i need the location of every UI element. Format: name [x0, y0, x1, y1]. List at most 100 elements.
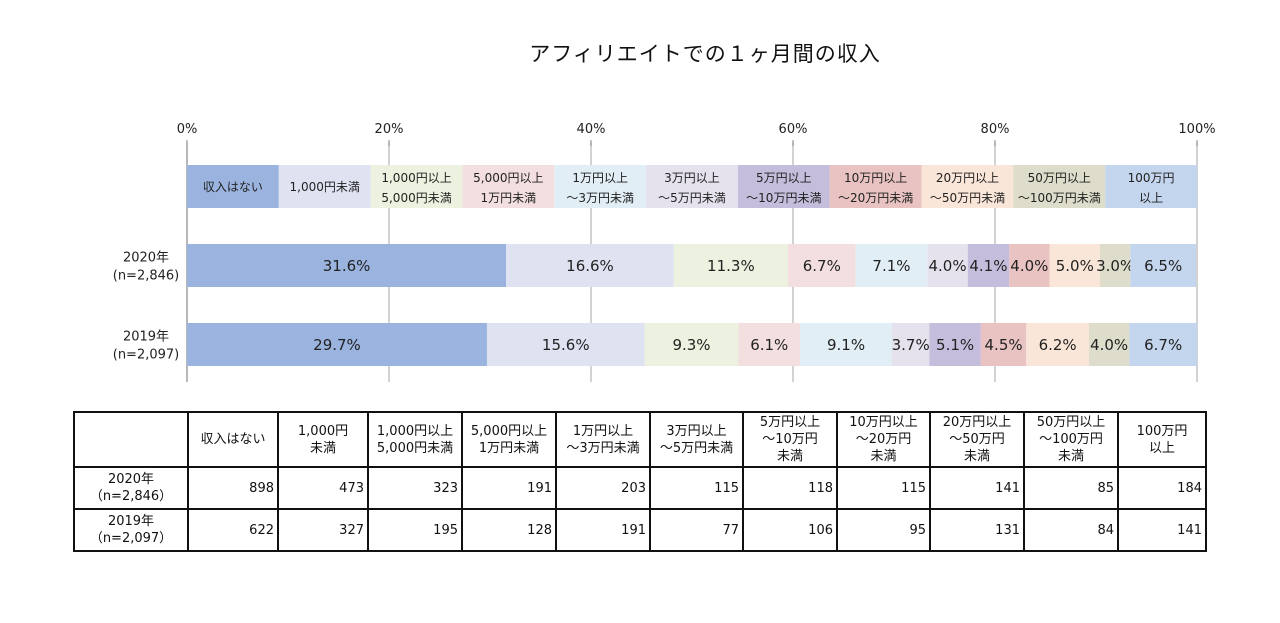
table-cell: 84 — [1023, 508, 1119, 552]
data-label: 4.0% — [1090, 336, 1128, 354]
table-cell: 118 — [742, 466, 838, 510]
table-cell: 622 — [187, 508, 279, 552]
bar-segment — [787, 244, 856, 287]
bar-segment — [800, 323, 892, 366]
table-cell: 191 — [461, 466, 557, 510]
table-column-header: 収入はない — [187, 411, 279, 468]
bar-segment — [1026, 323, 1089, 366]
data-label: 11.3% — [707, 257, 755, 275]
data-table: 収入はない 1,000円 未満 1,000円以上 5,000円未満 5,000円以上 … — [73, 411, 1207, 552]
bar-segment — [506, 244, 674, 287]
table-column-header: 3万円以上 〜5万円未満 — [649, 411, 744, 468]
table-cell: 95 — [836, 508, 931, 552]
category-label: 2019年 — [123, 330, 169, 345]
data-label: 15.6% — [542, 336, 590, 354]
legend-swatch — [1105, 165, 1197, 208]
legend-label: 〜3万円未満 — [566, 191, 634, 205]
data-label: 29.7% — [313, 336, 361, 354]
data-label: 16.6% — [566, 257, 614, 275]
bar-segment — [980, 323, 1027, 366]
table-corner-cell — [73, 411, 189, 468]
x-tick-label: 40% — [577, 122, 606, 137]
legend-label: 〜100万円未満 — [1018, 191, 1101, 205]
data-label: 5.0% — [1056, 257, 1094, 275]
legend-swatch — [187, 165, 279, 208]
y-axis-categories: 2020年 (n=2,846) 2019年 (n=2,097) — [113, 251, 180, 363]
legend-label: 1万円以上 — [572, 171, 628, 185]
x-axis-ticks: 0% 20% 40% 60% 80% 100% — [177, 122, 1216, 137]
legend-swatch — [737, 165, 830, 208]
table-cell: 141 — [1117, 508, 1207, 552]
data-label: 6.5% — [1144, 257, 1182, 275]
x-tick-label: 0% — [177, 122, 198, 137]
legend-swatch — [1013, 165, 1106, 208]
data-label: 6.1% — [750, 336, 788, 354]
category-label: (n=2,097) — [113, 348, 180, 363]
legend-label: 20万円以上 — [936, 171, 999, 185]
data-label: 5.1% — [936, 336, 974, 354]
legend-label: 100万円 — [1128, 171, 1175, 185]
bar-segment — [1088, 323, 1130, 366]
legend-label: 1,000円以上 — [381, 171, 451, 185]
bar-segment — [187, 323, 487, 366]
legend: 収入はない 1,000円未満 1,000円以上 5,000円未満 5,000円以上 1万円… — [187, 165, 1197, 208]
bar-segment — [644, 323, 739, 366]
x-tick-label: 60% — [779, 122, 808, 137]
data-label: 6.7% — [803, 257, 841, 275]
bar-segment — [929, 323, 981, 366]
table-row: 2019年 （n=2,097） 622 327 195 128 191 77 106 95 131… — [73, 508, 1207, 552]
data-label: 9.1% — [827, 336, 865, 354]
bar-segment — [1130, 244, 1196, 287]
legend-swatch — [554, 165, 647, 208]
legend-label: 以上 — [1139, 191, 1163, 205]
legend-swatch — [646, 165, 738, 208]
legend-label: 〜5万円未満 — [658, 191, 726, 205]
bar-segment — [187, 244, 507, 287]
bar-segment — [1129, 323, 1197, 366]
table-cell: 141 — [929, 466, 1025, 510]
x-tick-label: 100% — [1178, 122, 1215, 137]
legend-label: 10万円以上 — [844, 171, 907, 185]
table-cell: 323 — [367, 466, 463, 510]
table-cell: 191 — [555, 508, 651, 552]
table-cell: 115 — [649, 466, 744, 510]
legend-swatch — [462, 165, 555, 208]
data-label: 6.7% — [1144, 336, 1182, 354]
table-cell: 85 — [1023, 466, 1119, 510]
table-cell: 131 — [929, 508, 1025, 552]
bar-segment — [486, 323, 645, 366]
table-cell: 115 — [836, 466, 931, 510]
data-label: 7.1% — [872, 257, 910, 275]
table-cell: 203 — [555, 466, 651, 510]
bar-segment — [738, 323, 801, 366]
table-cell: 77 — [649, 508, 744, 552]
bar-segment — [891, 323, 930, 366]
bar-segment — [673, 244, 788, 287]
table-column-header: 5,000円以上 1万円未満 — [461, 411, 557, 468]
table-cell: 106 — [742, 508, 838, 552]
data-label: 31.6% — [323, 257, 371, 275]
legend-label: 5,000円以上 — [473, 171, 543, 185]
legend-swatch — [370, 165, 463, 208]
legend-label: 50万円以上 — [1028, 171, 1091, 185]
stacked-bar-chart: 0% 20% 40% 60% 80% 100% 収入はない 1,000円未満 1,000円以上… — [113, 122, 1216, 382]
chart-title: アフィリエイトでの１ヶ月間の収入 — [529, 42, 881, 66]
bars: 31.6% 16.6% 11.3% 6.7% 7.1% 4.0% 4.1% 4.0% 5.0% 3… — [187, 244, 1197, 366]
table-column-header: 1万円以上 〜3万円未満 — [555, 411, 651, 468]
legend-label: 1万円未満 — [481, 191, 537, 205]
legend-label: 3万円以上 — [664, 171, 720, 185]
legend-swatch — [921, 165, 1014, 208]
legend-label: 収入はない — [203, 180, 263, 194]
table-column-header: 1,000円 未満 — [277, 411, 369, 468]
legend-swatch — [829, 165, 922, 208]
table-column-header: 1,000円以上 5,000円未満 — [367, 411, 463, 468]
data-label: 4.0% — [1010, 257, 1048, 275]
table-cell: 473 — [277, 466, 369, 510]
legend-label: 〜20万円未満 — [838, 191, 913, 205]
table-row: 2020年 （n=2,846） 898 473 323 191 203 115 118 115 1… — [73, 466, 1207, 510]
legend-label: 〜50万円未満 — [930, 191, 1005, 205]
category-label: 2020年 — [123, 251, 169, 266]
table-column-header: 5万円以上 〜10万円 未満 — [742, 411, 838, 468]
table-column-header: 100万円 以上 — [1117, 411, 1207, 468]
category-label: (n=2,846) — [113, 269, 180, 284]
